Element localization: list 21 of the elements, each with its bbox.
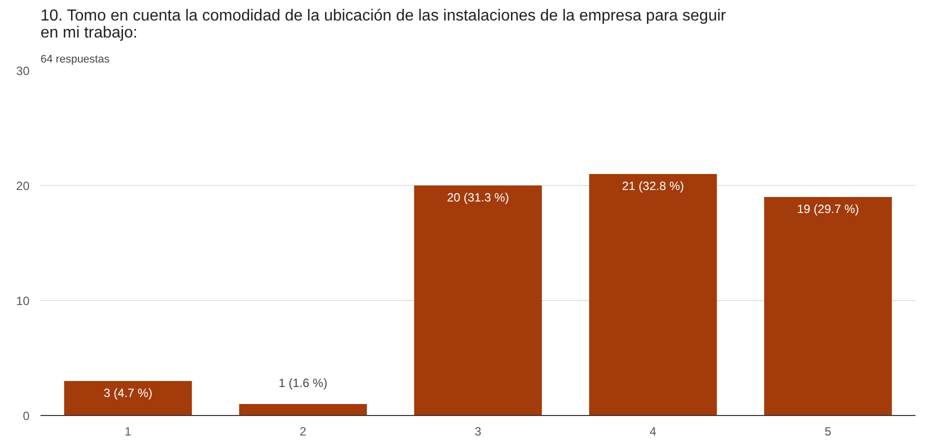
data-label: 3 (4.7 %) bbox=[104, 386, 152, 400]
data-label: 19 (29.7 %) bbox=[796, 202, 860, 216]
y-tick-label: 0 bbox=[22, 409, 30, 423]
chart-title: 10. Tomo en cuenta la comodidad de la ubicación de las instalaciones de la empresa para seguir en mi trabajo: bbox=[40, 8, 727, 42]
data-label: 21 (32.8 %) bbox=[622, 179, 684, 193]
bar bbox=[589, 174, 717, 416]
bar bbox=[414, 186, 542, 416]
bar bbox=[764, 197, 892, 416]
x-tick-label: 1 bbox=[124, 424, 132, 438]
y-tick-label: 30 bbox=[16, 64, 30, 78]
bar bbox=[239, 404, 367, 416]
x-tick-label: 2 bbox=[300, 424, 307, 438]
chart-subtitle: 64 respuestas bbox=[40, 54, 110, 66]
data-label: 20 (31.3 %) bbox=[446, 190, 510, 204]
y-tick-label: 10 bbox=[16, 294, 30, 308]
bar bbox=[64, 381, 192, 416]
x-tick-label: 5 bbox=[824, 424, 832, 438]
data-label: 1 (1.6 %) bbox=[278, 376, 328, 390]
x-tick-label: 3 bbox=[474, 424, 482, 438]
y-tick-label: 20 bbox=[16, 179, 30, 193]
x-tick-label: 4 bbox=[650, 424, 657, 438]
